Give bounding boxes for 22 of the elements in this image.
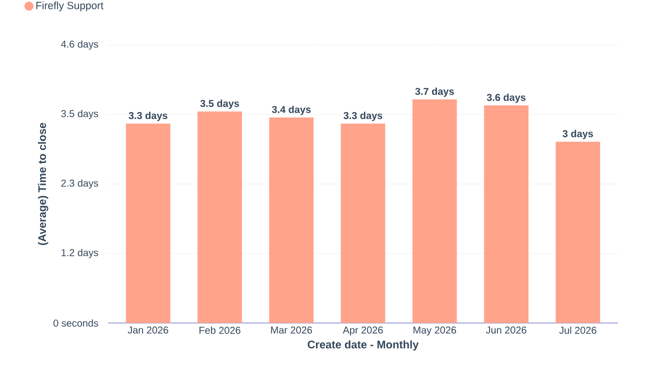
data-label: 3.4 days	[272, 106, 311, 115]
y-tick-label: 0 seconds	[53, 319, 98, 327]
x-tick-label: Jan 2026	[128, 326, 168, 334]
data-label: 3.3 days	[128, 112, 168, 122]
data-label: 3 days	[562, 130, 593, 140]
data-label: 3.5 days	[200, 100, 239, 109]
y-axis-title: (Average) Time to close	[38, 122, 48, 245]
x-tick-label: Mar 2026	[271, 326, 312, 334]
data-label: 3.6 days	[486, 94, 526, 103]
y-tick-label: 3.5 days	[61, 110, 98, 120]
x-axis-title: Create date - Monthly	[308, 340, 419, 351]
x-tick-label: Jun 2026	[486, 326, 526, 334]
y-tick-label: 1.2 days	[62, 248, 98, 258]
x-tick-label: May 2026	[414, 326, 456, 336]
data-label: 3.3 days	[344, 112, 382, 122]
legend-label: Firefly Support	[36, 2, 104, 12]
x-tick-label: Feb 2026	[200, 326, 240, 334]
x-tick-label: Jul 2026	[559, 326, 596, 334]
data-label: 3.7 days	[415, 88, 454, 97]
x-tick-label: Apr 2026	[342, 326, 383, 336]
y-tick-label: 4.6 days	[61, 40, 98, 50]
y-tick-label: 2.3 days	[61, 179, 98, 189]
